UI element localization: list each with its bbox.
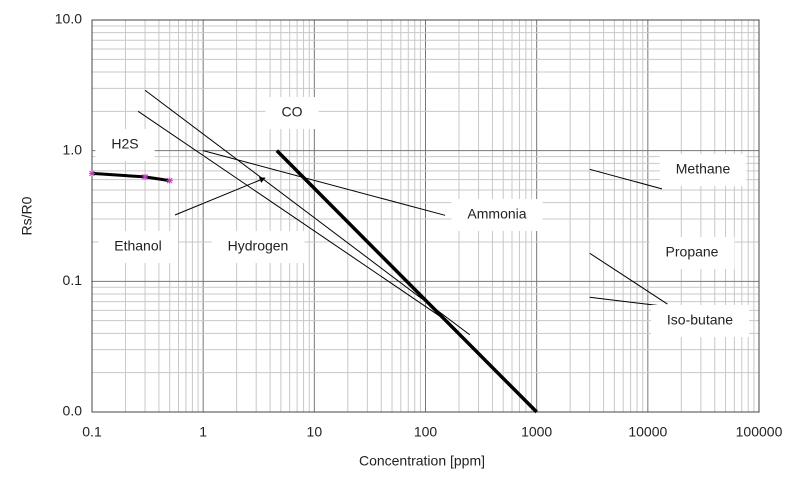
series-label: Iso-butane	[667, 312, 733, 328]
point-marker	[89, 170, 95, 177]
marker-stroke	[89, 170, 95, 177]
point-marker	[142, 173, 149, 180]
series-line	[137, 110, 441, 317]
series-line	[203, 150, 446, 216]
x-tick-label: 10	[307, 424, 323, 440]
annotation-arrow	[174, 177, 266, 216]
labels: H2S CO Ammonia Ethanol Hydrogen Methane Propan…	[95, 97, 750, 337]
y-axis-label: Rs/R0	[19, 196, 35, 235]
label-background	[95, 129, 155, 161]
point-marker	[166, 177, 173, 184]
label-background	[98, 231, 178, 263]
x-axis-label: Concentration [ppm]	[359, 453, 485, 469]
y-tick-label: 10.0	[55, 11, 82, 27]
label-background	[451, 199, 543, 231]
marker-stroke	[166, 177, 173, 184]
label-background	[211, 231, 305, 263]
label-background	[650, 305, 750, 337]
x-tick-label: 10000	[628, 424, 667, 440]
marks	[89, 89, 668, 414]
series-line	[275, 149, 538, 414]
series-label: H2S	[111, 136, 138, 152]
series-line	[589, 252, 668, 305]
y-tick-label: 0.1	[63, 272, 83, 288]
y-tick-label: 0.0	[63, 403, 83, 419]
label-background	[649, 237, 735, 269]
series-label: Ammonia	[467, 206, 526, 222]
x-tick-label: 1	[199, 424, 207, 440]
series-line	[144, 89, 471, 336]
series-line	[589, 168, 663, 190]
x-tick-label: 1000	[521, 424, 552, 440]
series-label: CO	[282, 104, 303, 120]
series-label: Methane	[676, 161, 731, 177]
x-tick-label: 100000	[736, 424, 783, 440]
grid	[91, 19, 760, 413]
label-background	[265, 97, 319, 129]
x-tick-label: 0.1	[82, 424, 102, 440]
label-background	[659, 154, 747, 186]
series-label: Propane	[666, 244, 719, 260]
y-tick-label: 1.0	[63, 141, 83, 157]
series-label: Hydrogen	[228, 238, 289, 254]
marker-stroke	[142, 174, 148, 180]
x-tick-label: 100	[414, 424, 438, 440]
series-label: Ethanol	[114, 238, 161, 254]
plot-frame	[91, 19, 760, 413]
